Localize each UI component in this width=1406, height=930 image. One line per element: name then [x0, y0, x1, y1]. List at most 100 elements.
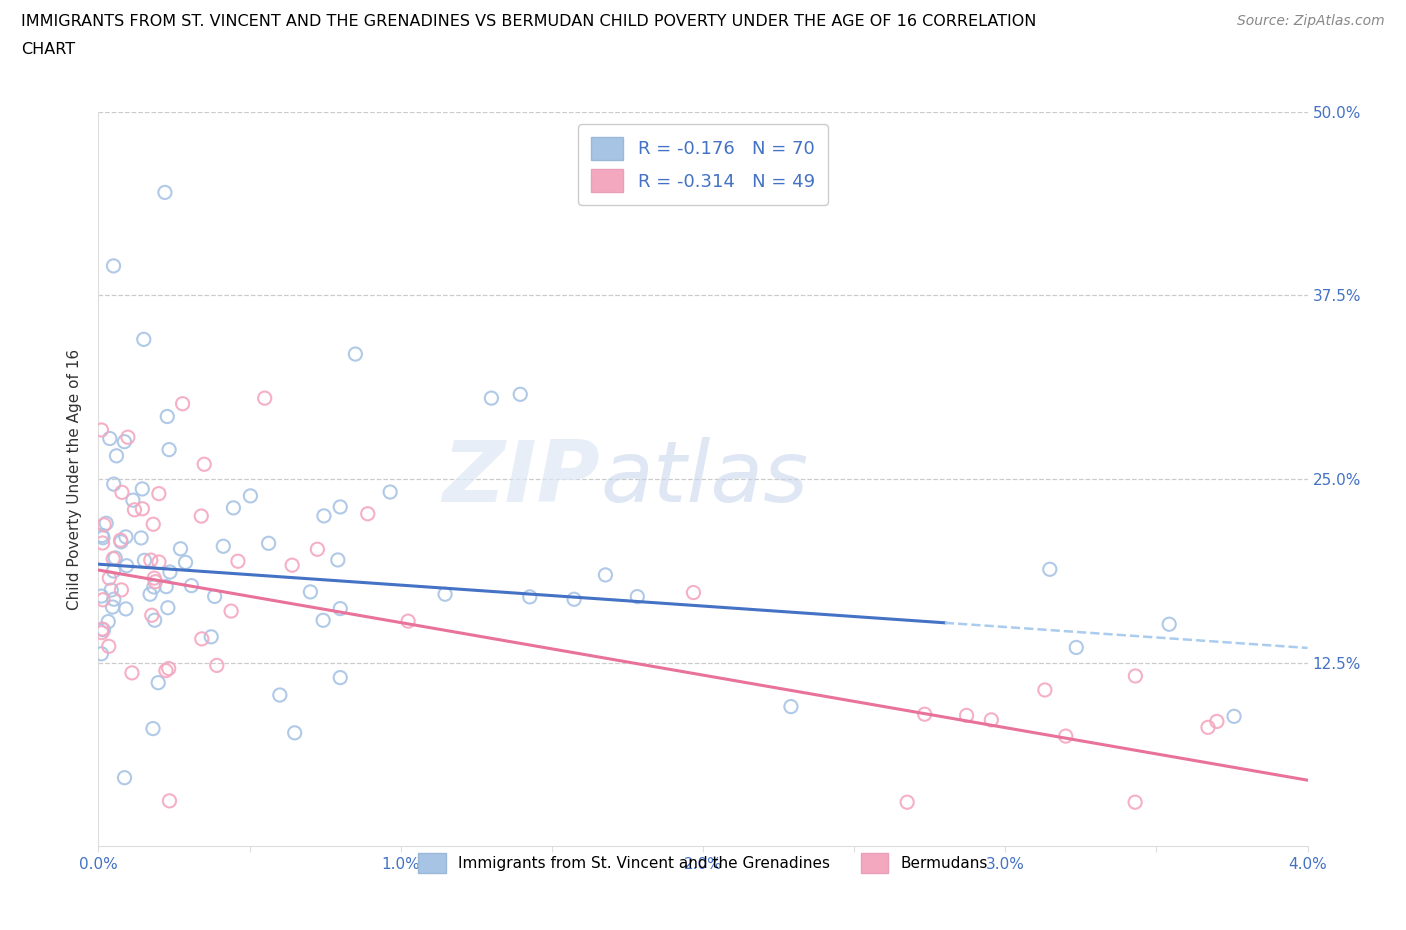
Point: [269, 687, 291, 702]
Point: [509, 387, 531, 402]
Point: [595, 567, 617, 582]
Point: [101, 600, 124, 615]
Point: [131, 501, 153, 516]
Point: [121, 666, 143, 681]
Point: [98, 432, 121, 446]
Point: [141, 608, 163, 623]
Point: [91, 621, 114, 636]
Point: [148, 554, 170, 569]
Point: [312, 613, 335, 628]
Point: [257, 536, 280, 551]
Point: [226, 553, 249, 568]
Point: [1123, 795, 1146, 810]
Point: [155, 579, 177, 594]
Point: [329, 671, 352, 685]
Point: [157, 661, 180, 676]
Point: [157, 442, 180, 457]
Text: ZIP: ZIP: [443, 437, 600, 521]
Point: [980, 712, 1002, 727]
Point: [156, 600, 179, 615]
Point: [205, 658, 228, 672]
Point: [329, 499, 352, 514]
Point: [122, 493, 145, 508]
Point: [1223, 709, 1246, 724]
Point: [139, 552, 162, 567]
Point: [1039, 562, 1062, 577]
Point: [91, 536, 114, 551]
Point: [326, 552, 349, 567]
Point: [104, 551, 127, 565]
Point: [132, 332, 155, 347]
Point: [142, 721, 165, 736]
Point: [204, 589, 226, 604]
Point: [91, 528, 114, 543]
Point: [143, 613, 166, 628]
Text: Source: ZipAtlas.com: Source: ZipAtlas.com: [1237, 14, 1385, 28]
Point: [142, 579, 165, 594]
Point: [148, 486, 170, 501]
Point: [97, 614, 120, 629]
Point: [91, 530, 114, 545]
Point: [281, 558, 304, 573]
Point: [180, 578, 202, 593]
Point: [103, 591, 125, 606]
Y-axis label: Child Poverty Under the Age of 16: Child Poverty Under the Age of 16: [67, 349, 83, 609]
Point: [1064, 640, 1087, 655]
Point: [96, 516, 118, 531]
Point: [212, 538, 235, 553]
Point: [307, 542, 329, 557]
Point: [98, 571, 121, 586]
Point: [914, 707, 936, 722]
Point: [357, 506, 380, 521]
Point: [145, 574, 167, 589]
Point: [117, 430, 139, 445]
Point: [284, 725, 307, 740]
Point: [101, 551, 124, 566]
Point: [1159, 617, 1181, 631]
Point: [156, 409, 179, 424]
Point: [91, 592, 114, 607]
Point: [378, 485, 401, 499]
Point: [219, 604, 242, 618]
Point: [1197, 720, 1219, 735]
Point: [110, 533, 132, 548]
Point: [562, 591, 585, 606]
Point: [100, 582, 122, 597]
Point: [90, 646, 112, 661]
Point: [780, 699, 803, 714]
Point: [110, 582, 132, 597]
Point: [148, 675, 170, 690]
Point: [103, 259, 125, 273]
Point: [114, 529, 136, 544]
Point: [169, 541, 191, 556]
Point: [329, 601, 352, 616]
Point: [103, 564, 125, 578]
Point: [131, 482, 153, 497]
Point: [114, 770, 136, 785]
Point: [110, 535, 132, 550]
Point: [159, 793, 181, 808]
Point: [396, 614, 419, 629]
Point: [139, 587, 162, 602]
Point: [253, 391, 276, 405]
Point: [200, 630, 222, 644]
Point: [344, 347, 367, 362]
Point: [193, 457, 215, 472]
Point: [115, 558, 138, 573]
Point: [222, 500, 245, 515]
Text: IMMIGRANTS FROM ST. VINCENT AND THE GRENADINES VS BERMUDAN CHILD POVERTY UNDER T: IMMIGRANTS FROM ST. VINCENT AND THE GREN…: [21, 14, 1036, 29]
Point: [955, 708, 977, 723]
Point: [519, 590, 541, 604]
Point: [90, 625, 112, 640]
Point: [159, 565, 181, 579]
Point: [1054, 729, 1077, 744]
Point: [97, 639, 120, 654]
Point: [142, 517, 165, 532]
Point: [111, 485, 134, 499]
Point: [239, 488, 262, 503]
Point: [129, 530, 152, 545]
Point: [90, 589, 112, 604]
Point: [1033, 683, 1056, 698]
Legend: Immigrants from St. Vincent and the Grenadines, Bermudans: Immigrants from St. Vincent and the Gren…: [412, 847, 994, 879]
Point: [172, 396, 194, 411]
